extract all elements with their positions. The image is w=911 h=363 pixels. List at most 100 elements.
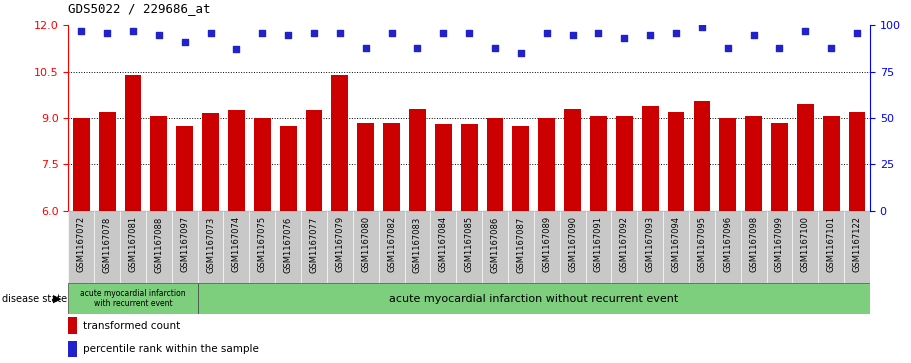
Bar: [797, 104, 814, 211]
Bar: [715, 211, 741, 283]
Text: GSM1167073: GSM1167073: [206, 216, 215, 273]
Point: [333, 30, 347, 36]
Bar: [844, 211, 870, 283]
Bar: [663, 211, 689, 283]
Text: GSM1167079: GSM1167079: [335, 216, 344, 273]
Point: [798, 28, 813, 34]
Bar: [202, 113, 219, 211]
Bar: [668, 112, 684, 211]
Point: [694, 24, 709, 30]
Bar: [823, 117, 840, 211]
Bar: [741, 211, 766, 283]
Bar: [766, 211, 793, 283]
Bar: [693, 101, 711, 211]
Bar: [538, 118, 555, 211]
Bar: [68, 341, 77, 358]
Bar: [68, 317, 77, 334]
Bar: [409, 109, 425, 211]
Text: percentile rank within the sample: percentile rank within the sample: [83, 344, 259, 354]
Bar: [435, 124, 452, 211]
Point: [643, 32, 658, 38]
Point: [721, 45, 735, 50]
Text: GSM1167101: GSM1167101: [826, 216, 835, 272]
Bar: [638, 211, 663, 283]
Point: [773, 45, 787, 50]
Bar: [125, 75, 141, 211]
Bar: [559, 211, 586, 283]
Bar: [280, 126, 297, 211]
Bar: [68, 283, 198, 314]
Point: [358, 45, 373, 50]
Bar: [720, 118, 736, 211]
Point: [230, 46, 244, 52]
Bar: [332, 75, 348, 211]
Point: [384, 30, 399, 36]
Bar: [254, 118, 271, 211]
Text: GDS5022 / 229686_at: GDS5022 / 229686_at: [68, 1, 210, 15]
Bar: [379, 211, 404, 283]
Bar: [849, 112, 865, 211]
Bar: [150, 117, 168, 211]
Text: GSM1167080: GSM1167080: [362, 216, 370, 273]
Text: GSM1167096: GSM1167096: [723, 216, 732, 273]
Text: GSM1167084: GSM1167084: [439, 216, 448, 273]
Point: [178, 39, 192, 45]
Text: acute myocardial infarction
with recurrent event: acute myocardial infarction with recurre…: [80, 289, 186, 308]
Bar: [818, 211, 844, 283]
Text: GSM1167091: GSM1167091: [594, 216, 603, 272]
Text: GSM1167092: GSM1167092: [619, 216, 629, 272]
Text: GSM1167083: GSM1167083: [413, 216, 422, 273]
Text: GSM1167087: GSM1167087: [517, 216, 526, 273]
Text: GSM1167085: GSM1167085: [465, 216, 474, 273]
Point: [617, 36, 631, 41]
Text: GSM1167072: GSM1167072: [77, 216, 86, 273]
Point: [487, 45, 502, 50]
Point: [566, 32, 580, 38]
Bar: [616, 117, 633, 211]
Text: GSM1167082: GSM1167082: [387, 216, 396, 273]
Bar: [94, 211, 120, 283]
Text: disease state: disease state: [2, 294, 67, 303]
Text: GSM1167088: GSM1167088: [154, 216, 163, 273]
Bar: [590, 117, 607, 211]
Point: [100, 30, 115, 36]
Bar: [98, 112, 116, 211]
Text: acute myocardial infarction without recurrent event: acute myocardial infarction without recu…: [389, 294, 679, 303]
Point: [436, 30, 451, 36]
Bar: [689, 211, 715, 283]
Bar: [513, 126, 529, 211]
Text: GSM1167089: GSM1167089: [542, 216, 551, 273]
Bar: [641, 106, 659, 211]
Text: GSM1167077: GSM1167077: [310, 216, 319, 273]
Text: GSM1167074: GSM1167074: [232, 216, 241, 273]
Bar: [228, 110, 245, 211]
Text: GSM1167094: GSM1167094: [671, 216, 681, 272]
Point: [74, 28, 88, 34]
Bar: [275, 211, 301, 283]
Text: GSM1167095: GSM1167095: [698, 216, 706, 272]
Point: [203, 30, 218, 36]
Text: GSM1167098: GSM1167098: [749, 216, 758, 273]
Bar: [305, 110, 322, 211]
Bar: [564, 109, 581, 211]
Point: [281, 32, 295, 38]
Bar: [177, 126, 193, 211]
Bar: [146, 211, 172, 283]
Text: GSM1167075: GSM1167075: [258, 216, 267, 273]
Bar: [404, 211, 430, 283]
Bar: [223, 211, 250, 283]
Point: [514, 50, 528, 56]
Point: [824, 45, 838, 50]
Point: [255, 30, 270, 36]
Bar: [357, 123, 374, 211]
Point: [410, 45, 425, 50]
Bar: [353, 211, 379, 283]
Text: GSM1167097: GSM1167097: [180, 216, 189, 273]
Bar: [250, 211, 275, 283]
Bar: [120, 211, 146, 283]
Text: GSM1167093: GSM1167093: [646, 216, 655, 273]
Bar: [486, 118, 504, 211]
Bar: [430, 211, 456, 283]
Bar: [198, 211, 223, 283]
Bar: [327, 211, 353, 283]
